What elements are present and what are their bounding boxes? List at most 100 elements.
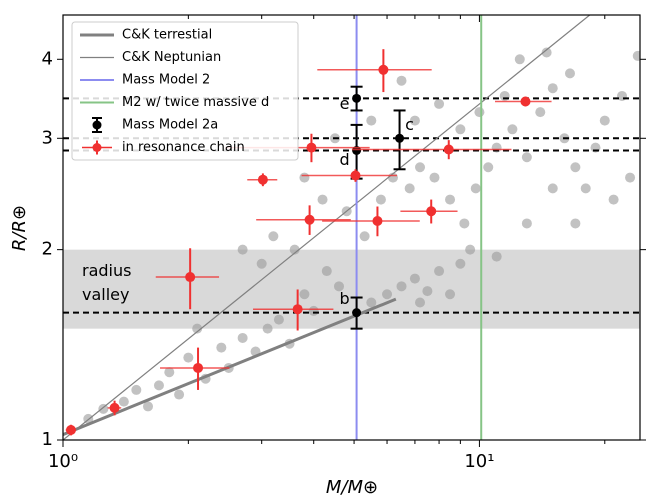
planet-label: e	[340, 94, 350, 113]
point	[352, 308, 362, 318]
gray-point	[547, 183, 558, 194]
band-label: valley	[82, 285, 129, 304]
point	[257, 174, 268, 185]
gray-point	[445, 194, 456, 205]
gray-point	[366, 115, 377, 126]
point	[304, 214, 315, 225]
gray-point	[455, 124, 466, 135]
gray-point	[396, 75, 407, 86]
gray-point	[299, 172, 310, 183]
gray-point	[164, 367, 175, 378]
plot-frame	[62, 14, 641, 441]
gray-point	[617, 90, 628, 101]
gray-point	[153, 380, 164, 391]
gray-point	[474, 107, 485, 118]
gray-point	[359, 231, 370, 242]
gray-point	[375, 194, 386, 205]
legend-label: C&K terrestial	[122, 28, 212, 43]
point	[443, 144, 454, 155]
gray-point	[183, 352, 194, 363]
gray-point	[143, 401, 154, 412]
point	[306, 142, 317, 153]
gray-point	[321, 266, 332, 277]
gray-point	[570, 218, 581, 229]
gray-point	[434, 266, 445, 277]
gray-point	[415, 297, 426, 308]
gray-point	[415, 162, 426, 173]
band-label: radius	[82, 261, 131, 280]
y-tick-label: 2	[42, 239, 53, 260]
gray-point	[507, 124, 518, 135]
gray-point	[262, 323, 273, 334]
gray-point	[299, 289, 310, 300]
planet-label: c	[405, 115, 414, 134]
point	[378, 64, 389, 75]
gray-point	[404, 183, 415, 194]
gray-point	[514, 54, 525, 65]
gray-point	[580, 183, 591, 194]
gray-point	[429, 172, 440, 183]
gray-point	[521, 152, 532, 163]
point	[193, 362, 204, 373]
gray-point	[192, 323, 203, 334]
gray-point	[547, 83, 558, 94]
gray-point	[237, 244, 248, 255]
y-axis-label: R/R⊕	[9, 205, 30, 251]
gray-point	[434, 98, 445, 109]
point	[520, 96, 531, 107]
planet-label: b	[340, 289, 350, 308]
gray-point	[366, 297, 377, 308]
gray-point	[483, 162, 494, 173]
gray-point	[465, 244, 476, 255]
gray-point	[268, 231, 279, 242]
point	[109, 402, 120, 413]
point	[185, 272, 196, 283]
gray-point	[459, 218, 470, 229]
x-tick-label: 10⁰	[48, 451, 78, 472]
x-axis-label: M/M⊕	[326, 477, 378, 498]
plot-area	[63, 15, 640, 440]
x-tick-label: 10¹	[464, 451, 494, 472]
y-tick-label: 4	[42, 48, 53, 69]
gray-point	[216, 342, 227, 353]
y-tick-label: 3	[42, 127, 53, 148]
legend-label: M2 w/ twice massive d	[122, 95, 269, 110]
gray-point	[409, 273, 420, 284]
gray-point	[256, 258, 267, 269]
gray-point	[333, 281, 344, 292]
gray-point	[535, 107, 546, 118]
point	[395, 133, 405, 143]
y-tick-label: 1	[42, 429, 53, 450]
gray-point	[632, 50, 640, 61]
gray-point	[470, 183, 481, 194]
point	[292, 304, 303, 315]
legend-label: C&K Neptunian	[122, 50, 221, 65]
gray-point	[317, 194, 328, 205]
gray-point	[608, 194, 619, 205]
legend-box	[71, 21, 299, 161]
point	[65, 425, 76, 436]
gray-point	[455, 258, 466, 269]
gray-point	[599, 115, 610, 126]
model-line	[63, 15, 591, 440]
gray-point	[131, 384, 142, 395]
planet-label: d	[340, 150, 350, 169]
legend-label: in resonance chain	[122, 140, 245, 155]
point	[426, 206, 437, 217]
legend-swatch	[92, 143, 102, 152]
gray-point	[445, 289, 456, 300]
legend-swatch	[92, 120, 102, 130]
gray-point	[118, 396, 129, 407]
gray-point	[289, 244, 300, 255]
gray-point	[98, 403, 109, 414]
gray-point	[308, 305, 319, 316]
gray-point	[174, 389, 185, 400]
gray-point	[382, 289, 393, 300]
point	[350, 170, 361, 181]
gray-point	[625, 172, 636, 183]
legend-label: Mass Model 2	[122, 73, 210, 88]
gray-point	[396, 281, 407, 292]
gray-point	[570, 162, 581, 173]
gray-point	[521, 218, 532, 229]
